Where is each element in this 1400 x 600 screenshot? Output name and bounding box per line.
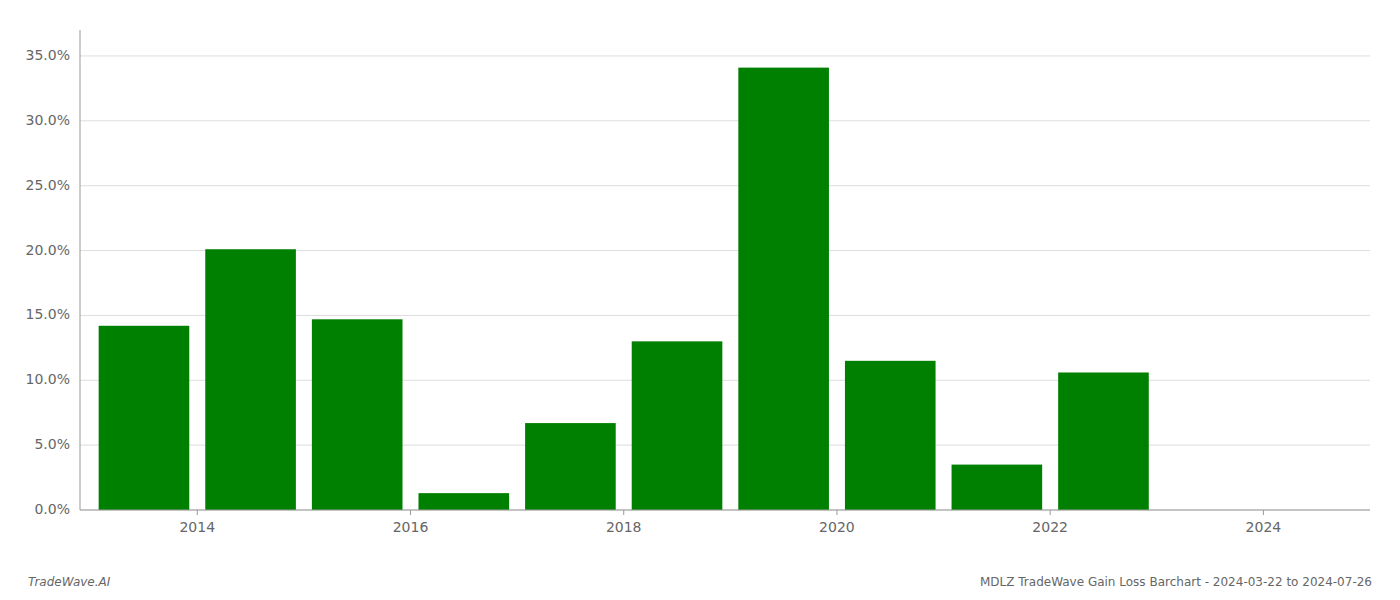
bars [99,68,1149,510]
y-tick-label: 25.0% [26,177,70,193]
y-tick-label: 0.0% [34,501,70,517]
y-tick-label: 5.0% [34,436,70,452]
bar [205,249,296,510]
x-tick-label: 2022 [1032,519,1068,535]
bar [312,319,403,510]
background [0,0,1400,600]
y-tick-label: 10.0% [26,371,70,387]
x-tick-label: 2024 [1246,519,1282,535]
y-tick-label: 15.0% [26,306,70,322]
grid-line [80,185,1370,186]
chart-svg: 0.0% 5.0% 10.0% 15.0% 20.0% 25.0% 30.0% 35.0% 20… [0,0,1400,600]
chart-container: 0.0% 5.0% 10.0% 15.0% 20.0% 25.0% 30.0% 35.0% 20… [0,0,1400,600]
x-tick [836,510,837,515]
grid [80,56,1370,510]
x-tick [197,510,198,515]
grid-line [80,510,1370,511]
x-tick-label: 2014 [179,519,215,535]
bar [525,423,616,510]
x-tick-label: 2020 [819,519,855,535]
x-tick [1050,510,1051,515]
bar [1058,372,1149,510]
y-tick-label: 35.0% [26,47,70,63]
bar [738,68,829,510]
y-tick-label: 20.0% [26,242,70,258]
bar [632,341,723,510]
grid-line [80,55,1370,56]
x-tick [1263,510,1264,515]
x-tick [623,510,624,515]
y-tick-label: 30.0% [26,112,70,128]
bar [99,326,190,510]
x-tick-label: 2016 [393,519,429,535]
x-axis-line [80,510,1370,511]
x-tick [410,510,411,515]
footer-text: TradeWave.AI [28,575,111,589]
y-axis-line [80,30,81,510]
y-axis: 0.0% 5.0% 10.0% 15.0% 20.0% 25.0% 30.0% 35.0% [26,30,80,517]
bar [845,361,936,510]
bar [418,493,509,510]
x-tick-label: 2018 [606,519,642,535]
bar [952,465,1043,510]
footer: TradeWave.AI MDLZ TradeWave Gain Loss Bar… [28,575,1372,589]
footer-text: MDLZ TradeWave Gain Loss Barchart - 2024… [980,575,1372,589]
x-axis: 2014 2016 2018 2020 2022 2024 [80,510,1370,535]
grid-line [80,120,1370,121]
